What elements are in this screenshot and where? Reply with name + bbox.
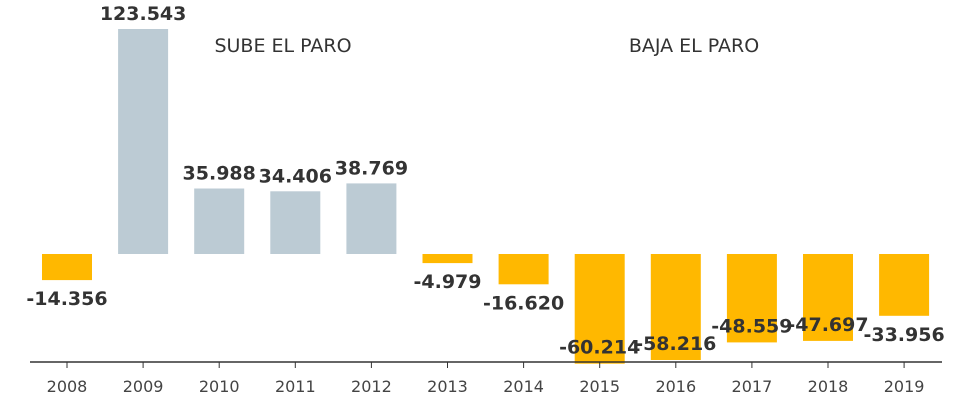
value-labels-group: -14.356 123.543 35.988 34.406 38.769 -4.979-1… xyxy=(26,3,944,359)
bar-2016 xyxy=(650,254,701,360)
value-label-2010: 35.988 xyxy=(183,163,256,185)
bar-2014 xyxy=(498,254,549,285)
tick-label-2009: 2009 xyxy=(123,377,164,396)
bar-2017 xyxy=(726,254,777,343)
bar-2010 xyxy=(194,188,245,254)
annotation-decrease: BAJA EL PARO xyxy=(629,35,759,57)
value-label-2019: -33.956 xyxy=(863,324,944,346)
tick-label-2017: 2017 xyxy=(732,377,773,396)
bar-2008 xyxy=(42,254,92,281)
value-label-2009: 123.543 xyxy=(100,3,187,25)
bar-2018 xyxy=(803,254,853,341)
tick-label-2018: 2018 xyxy=(808,377,849,396)
bar-2019 xyxy=(879,254,930,316)
bar-2012 xyxy=(346,183,397,254)
value-label-2015: -60.214 xyxy=(559,337,640,359)
tick-label-2010: 2010 xyxy=(199,377,240,396)
tick-label-2011: 2011 xyxy=(275,377,316,396)
bar-2011 xyxy=(270,191,321,254)
tick-label-2019: 2019 xyxy=(884,377,925,396)
value-label-2013: -4.979 xyxy=(414,271,482,293)
x-axis-ticks: 2008 2009 2010 2011 2012 2013 2014 2015 2016 2017… xyxy=(47,362,925,396)
tick-label-2014: 2014 xyxy=(503,377,544,396)
tick-label-2016: 2016 xyxy=(655,377,696,396)
tick-label-2015: 2015 xyxy=(579,377,620,396)
bar-2015 xyxy=(574,254,625,364)
tick-label-2012: 2012 xyxy=(351,377,392,396)
value-label-2017: -48.559 xyxy=(711,315,792,337)
tick-label-2008: 2008 xyxy=(47,377,88,396)
bars-group xyxy=(42,29,930,364)
value-label-2018: -47.697 xyxy=(787,314,868,336)
annotation-increase: SUBE EL PARO xyxy=(214,35,351,57)
value-label-2014: -16.620 xyxy=(483,292,564,314)
value-label-2012: 38.769 xyxy=(335,157,408,179)
value-label-2011: 34.406 xyxy=(259,165,332,187)
tick-label-2013: 2013 xyxy=(427,377,468,396)
bar-2013 xyxy=(422,254,473,264)
value-label-2016: -58.216 xyxy=(635,333,716,355)
value-label-2008: -14.356 xyxy=(26,288,107,310)
bar-2009 xyxy=(118,29,169,254)
